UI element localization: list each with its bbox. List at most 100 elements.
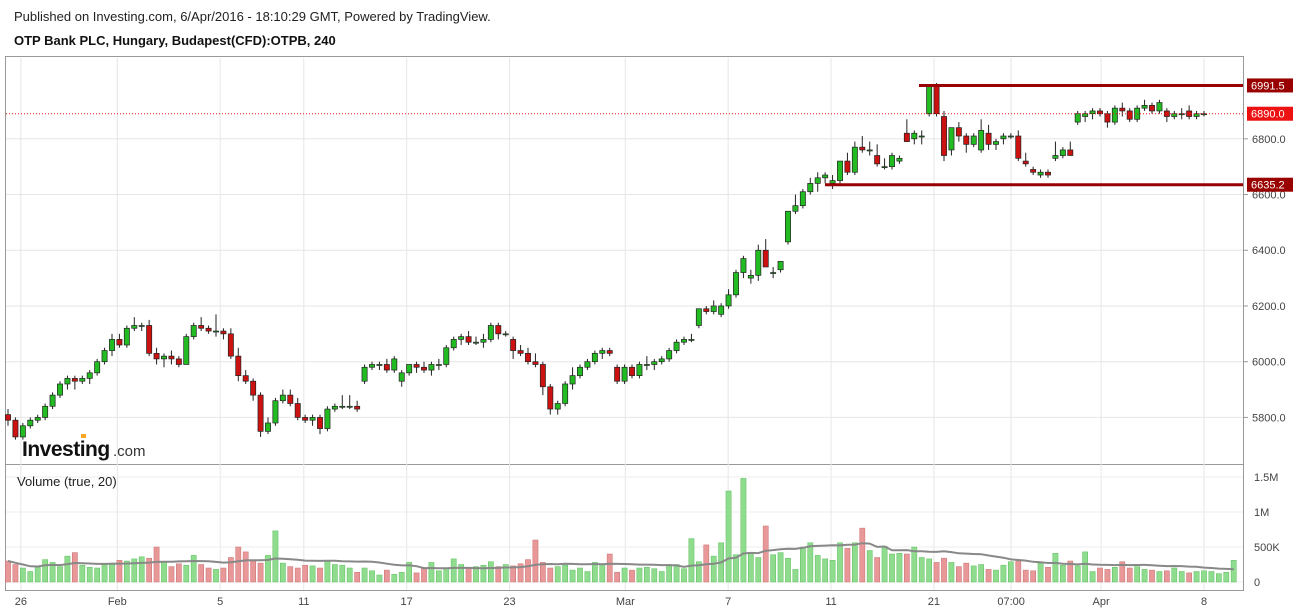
volume-bar bbox=[183, 564, 190, 583]
volume-bar bbox=[1126, 567, 1133, 583]
volume-bar bbox=[280, 562, 286, 583]
volume-bar bbox=[554, 566, 561, 583]
volume-bar bbox=[480, 564, 487, 583]
candle bbox=[279, 389, 286, 404]
candle bbox=[376, 361, 383, 371]
candle bbox=[911, 130, 918, 145]
volume-bar bbox=[473, 566, 479, 583]
volume-bar bbox=[265, 555, 271, 583]
volume-bar bbox=[1052, 553, 1059, 583]
candle bbox=[770, 266, 777, 279]
volume-bar bbox=[443, 567, 450, 583]
volume-bar bbox=[64, 555, 71, 583]
volume-bar bbox=[1223, 571, 1230, 583]
volume-bar bbox=[941, 557, 947, 583]
candle bbox=[755, 244, 762, 281]
volume-bar bbox=[733, 554, 739, 583]
volume-bar bbox=[34, 567, 41, 583]
volume-bar bbox=[577, 567, 583, 583]
candle bbox=[1141, 99, 1148, 111]
volume-bar bbox=[970, 565, 977, 583]
volume-bar bbox=[101, 564, 108, 583]
volume-bar bbox=[948, 562, 955, 583]
candle bbox=[1156, 99, 1163, 114]
volume-bar bbox=[807, 542, 814, 583]
volume-bar bbox=[257, 562, 264, 583]
volume-bar bbox=[777, 552, 784, 583]
volume-bar bbox=[985, 569, 992, 583]
time-tick-label: 26 bbox=[15, 596, 27, 608]
volume-bar bbox=[651, 568, 658, 583]
candle bbox=[123, 325, 130, 348]
volume-bar bbox=[94, 567, 100, 583]
candle bbox=[606, 347, 613, 357]
candle bbox=[42, 403, 49, 421]
volume-bar bbox=[881, 546, 888, 583]
candle bbox=[421, 361, 427, 373]
candle bbox=[621, 364, 628, 384]
time-tick-label: 17 bbox=[401, 596, 413, 608]
volume-bar bbox=[911, 546, 918, 583]
candle bbox=[116, 333, 123, 348]
logo-accent bbox=[81, 434, 86, 438]
candle bbox=[1052, 141, 1059, 162]
candle bbox=[153, 347, 160, 365]
price-tick-label: 6600.0 bbox=[1252, 190, 1286, 202]
volume-bar bbox=[762, 525, 769, 583]
volume-bar bbox=[124, 560, 130, 583]
volume-bar bbox=[829, 560, 836, 583]
candle bbox=[963, 133, 970, 153]
candle bbox=[970, 133, 977, 148]
price-tag-label: 6991.5 bbox=[1251, 80, 1285, 92]
volume-bar bbox=[86, 567, 93, 583]
candle bbox=[1022, 152, 1029, 167]
candle bbox=[487, 322, 494, 343]
volume-bar bbox=[1000, 564, 1007, 583]
volume-bar bbox=[450, 558, 457, 583]
time-tick-label: 8 bbox=[1201, 596, 1207, 608]
volume-bar bbox=[666, 564, 672, 583]
candle bbox=[903, 119, 910, 142]
candle bbox=[391, 356, 398, 373]
candle bbox=[339, 395, 346, 410]
price-tag-label: 6635.2 bbox=[1251, 180, 1285, 192]
volume-bar bbox=[800, 546, 806, 583]
candle bbox=[465, 331, 472, 345]
price-tag-resistance: 6991.5 bbox=[1247, 78, 1293, 93]
candle bbox=[1149, 102, 1155, 114]
candle bbox=[250, 378, 257, 401]
candle bbox=[324, 406, 331, 432]
volume-bar bbox=[926, 558, 932, 583]
volume-bar bbox=[228, 557, 234, 583]
volume-bar bbox=[918, 557, 925, 583]
volume-bar bbox=[153, 546, 160, 583]
candle bbox=[183, 333, 190, 365]
candle bbox=[681, 336, 687, 345]
candle bbox=[539, 361, 546, 396]
volume-bar bbox=[1089, 571, 1096, 583]
candle bbox=[918, 130, 925, 145]
volume-bar bbox=[606, 553, 613, 583]
candle bbox=[993, 138, 999, 150]
candle bbox=[287, 389, 294, 407]
candle bbox=[1119, 102, 1126, 117]
candle bbox=[309, 414, 316, 426]
volume-bar bbox=[27, 571, 34, 583]
candle bbox=[844, 152, 851, 176]
volume-bar bbox=[614, 571, 620, 583]
candle bbox=[71, 375, 78, 390]
candle bbox=[1000, 133, 1007, 145]
candle bbox=[257, 392, 264, 437]
volume-bar bbox=[1164, 570, 1170, 583]
volume-bar bbox=[1178, 571, 1185, 583]
time-tick-label: 07:00 bbox=[997, 596, 1025, 608]
candle bbox=[1193, 110, 1200, 120]
volume-bar bbox=[755, 557, 762, 583]
candle bbox=[138, 322, 145, 332]
candle bbox=[1171, 110, 1178, 120]
candle bbox=[502, 331, 509, 337]
time-tick-label: Apr bbox=[1093, 596, 1110, 608]
candle bbox=[1067, 141, 1074, 156]
candle bbox=[1126, 108, 1133, 123]
